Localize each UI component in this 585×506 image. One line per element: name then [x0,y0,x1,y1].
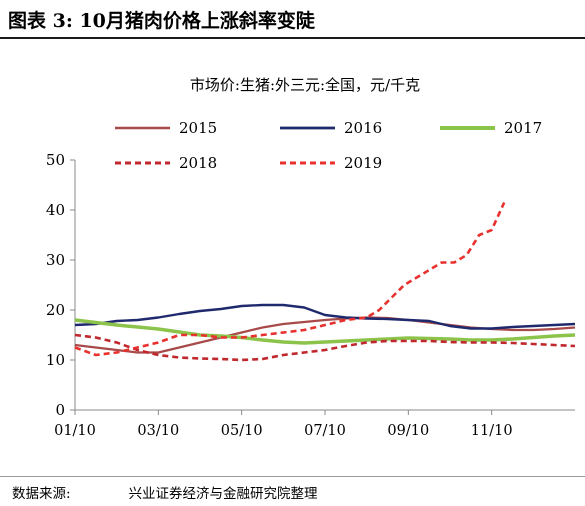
legend-item-2019: 2019 [280,154,382,172]
source-text: 兴业证券经济与金融研究院整理 [128,486,318,502]
series-line-2017 [74,318,576,345]
x-tick-label: 09/10 [387,423,429,439]
y-tick-label: 30 [46,251,65,269]
y-tick-label: 50 [46,151,65,169]
series-line-2015 [74,316,576,354]
legend-label: 2016 [344,119,382,137]
legend: 2015 2016 2017 2018 2019 [115,119,542,172]
legend-label: 2019 [344,154,382,172]
legend-label: 2017 [504,119,542,137]
x-tick-label: 01/10 [54,423,96,439]
legend-item-2016: 2016 [280,119,382,137]
series-line-2019 [74,201,506,357]
x-tick-label: 03/10 [137,423,179,439]
series-line-2018 [74,333,576,362]
title-divider [0,37,585,39]
y-tick-label: 0 [55,401,65,419]
legend-item-2018: 2018 [115,154,217,172]
y-tick-label: 10 [46,351,65,369]
y-tick-label: 20 [46,301,65,319]
source-note: 数据来源: 兴业证券经济与金融研究院整理 [12,482,318,502]
x-tick-label: 11/10 [471,423,513,439]
chart-title: 市场价:生猪:外三元:全国，元/千克 [190,76,420,94]
legend-item-2015: 2015 [115,119,217,137]
y-tick-label: 40 [46,201,65,219]
x-tick-label: 07/10 [304,423,346,439]
figure-title: 图表 3: 10月猪肉价格上涨斜率变陡 [8,10,315,32]
axes: 0 10 20 30 40 50 01/10 03/10 05/10 07/10 09/10 11/1… [46,151,575,439]
legend-label: 2018 [179,154,217,172]
legend-item-2017: 2017 [440,119,542,137]
source-divider [0,476,585,477]
source-label: 数据来源: [12,486,71,502]
series-layer [74,201,576,362]
x-tick-label: 05/10 [221,423,263,439]
legend-label: 2015 [179,119,217,137]
series-line-2016 [74,303,576,330]
